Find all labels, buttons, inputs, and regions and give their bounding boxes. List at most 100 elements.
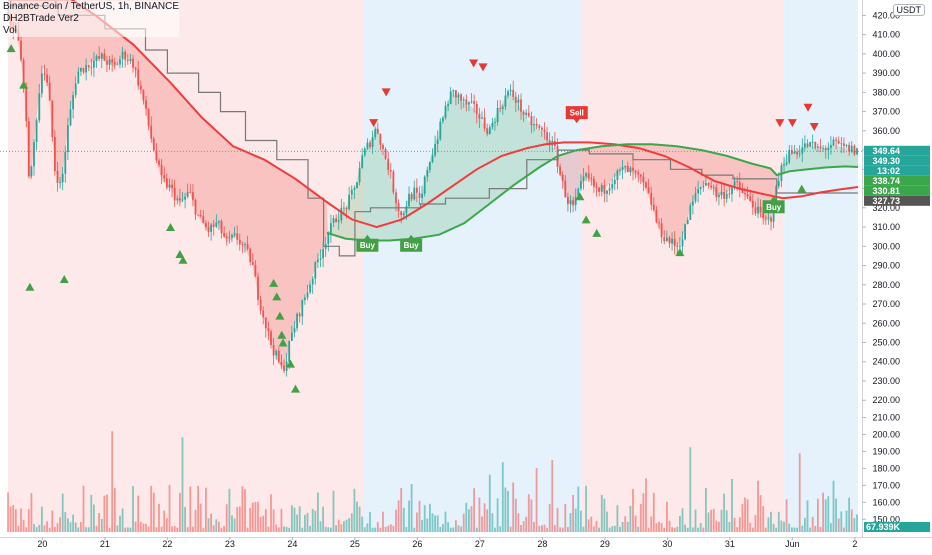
volume-bar xyxy=(199,503,202,532)
candle-body xyxy=(650,192,653,205)
volume-bar xyxy=(358,506,361,532)
volume-bar xyxy=(770,511,772,532)
price-label-text: 338.74 xyxy=(872,176,900,186)
volume-bar xyxy=(332,490,335,532)
candle-body xyxy=(527,112,530,117)
candle-body xyxy=(470,101,473,103)
candle-body xyxy=(606,190,608,194)
volume-bar xyxy=(455,520,457,532)
candle-body xyxy=(246,244,249,249)
candle-body xyxy=(681,239,684,247)
volume-bar xyxy=(835,498,837,532)
volume-bar xyxy=(192,526,194,532)
candle-body xyxy=(160,164,163,175)
volume-bar xyxy=(100,519,103,532)
indicator-name[interactable]: DH2BTrade Ver2 xyxy=(3,13,79,24)
candle-body xyxy=(652,204,655,210)
volume-bar xyxy=(593,526,595,532)
currency-selector[interactable]: USDT xyxy=(892,4,925,16)
candle-body xyxy=(69,109,72,126)
candle-body xyxy=(288,340,291,362)
volume-bar xyxy=(272,509,275,532)
candle-body xyxy=(421,193,423,199)
volume-bar xyxy=(322,506,324,532)
candle-body xyxy=(186,192,189,197)
volume-bar xyxy=(486,509,489,532)
buy-signal-3: Buy xyxy=(762,196,785,214)
volume-bar xyxy=(827,496,830,532)
candle-body xyxy=(72,95,74,110)
volume-bar xyxy=(93,504,95,532)
price-label-bg xyxy=(864,185,930,196)
volume-bar xyxy=(423,505,426,532)
candle-body xyxy=(590,178,593,180)
volume-bar xyxy=(567,527,569,532)
time-tick-label: 21 xyxy=(100,539,110,549)
candle-body xyxy=(843,143,845,146)
volume-bar xyxy=(501,462,504,532)
candle-body xyxy=(725,193,728,199)
volume-bar xyxy=(160,526,163,532)
candle-body xyxy=(233,233,236,235)
volume-bar xyxy=(291,505,293,532)
candle-body xyxy=(577,188,580,198)
volume-bar xyxy=(311,509,314,532)
volume-bar xyxy=(733,517,736,532)
volume-bar xyxy=(775,527,778,532)
candle-body xyxy=(416,187,418,193)
candle-body xyxy=(811,142,814,143)
volume-bar xyxy=(166,518,168,532)
candle-body xyxy=(124,51,127,60)
candle-body xyxy=(379,133,382,145)
candle-body xyxy=(228,237,231,239)
volume-bar xyxy=(330,527,332,532)
candle-body xyxy=(520,99,522,112)
candle-body xyxy=(666,237,668,242)
candle-body xyxy=(744,193,746,195)
volume-bar xyxy=(676,526,679,532)
volume-bar xyxy=(324,526,327,532)
volume-bar xyxy=(327,527,330,532)
candle-body xyxy=(712,187,715,189)
candle-body xyxy=(572,200,574,205)
candle-body xyxy=(171,184,173,188)
candle-body xyxy=(567,197,569,205)
candle-body xyxy=(241,244,244,246)
volume-bar xyxy=(468,509,470,532)
volume-label-text: 67.939K xyxy=(866,522,901,532)
volume-bar xyxy=(431,513,434,532)
price-tick-label: 300.00 xyxy=(872,241,900,251)
candle-body xyxy=(522,111,525,115)
symbol-title[interactable]: Binance Coin / TetherUS, 1h, BINANCE xyxy=(3,1,180,12)
volume-bar xyxy=(376,522,379,532)
volume-bar xyxy=(809,527,811,532)
candle-body xyxy=(611,184,614,189)
volume-bar xyxy=(850,509,853,532)
volume-bar xyxy=(723,493,725,532)
candle-body xyxy=(530,116,533,126)
volume-bar xyxy=(684,524,686,532)
volume-bar xyxy=(681,508,684,532)
volume-bar xyxy=(12,505,15,532)
volume-bar xyxy=(788,523,791,532)
volume-bar xyxy=(793,527,796,532)
volume-bar xyxy=(598,527,600,532)
candle-body xyxy=(663,237,666,242)
candle-body xyxy=(20,40,22,60)
candle-body xyxy=(655,209,658,223)
volume-bar xyxy=(285,526,288,532)
volume-bar xyxy=(533,522,535,532)
volume-bar xyxy=(82,485,85,532)
candle-body xyxy=(100,53,103,59)
candle-body xyxy=(616,170,619,180)
candle-body xyxy=(447,104,449,106)
candle-body xyxy=(840,143,843,145)
volume-bar xyxy=(220,527,223,532)
candle-body xyxy=(77,71,80,84)
candle-body xyxy=(25,88,28,122)
candle-body xyxy=(106,60,108,65)
volume-indicator-name[interactable]: Vol xyxy=(3,25,17,36)
volume-bar xyxy=(228,488,231,532)
